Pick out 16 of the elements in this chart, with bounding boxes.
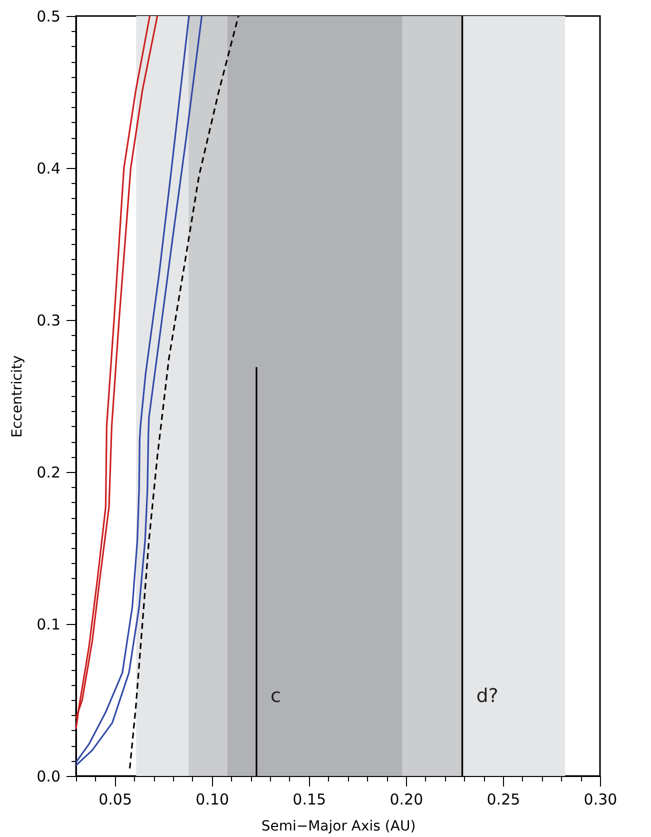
x-tick-label: 0.05 bbox=[98, 790, 132, 808]
x-axis-title: Semi−Major Axis (AU) bbox=[261, 818, 416, 834]
y-tick-label: 0.4 bbox=[36, 160, 60, 178]
x-tick-label: 0.15 bbox=[292, 790, 326, 808]
y-axis-title: Eccentricity bbox=[10, 355, 26, 438]
series-label: c bbox=[270, 685, 281, 707]
x-tick-label: 0.25 bbox=[486, 790, 520, 808]
x-tick-label: 0.20 bbox=[390, 790, 424, 808]
x-tick-label: 0.10 bbox=[196, 790, 230, 808]
ref-line-label: d? bbox=[476, 685, 498, 707]
y-tick-label: 0.5 bbox=[36, 8, 60, 26]
x-tick-label: 0.30 bbox=[584, 790, 618, 808]
y-tick-label: 0.2 bbox=[36, 464, 60, 482]
y-tick-label: 0.0 bbox=[36, 768, 60, 786]
y-tick-label: 0.1 bbox=[36, 616, 60, 634]
y-tick-label: 0.3 bbox=[36, 312, 60, 330]
